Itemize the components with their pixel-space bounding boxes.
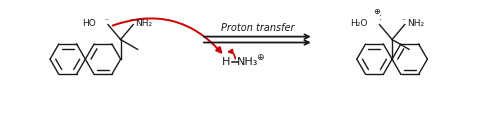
Text: Proton transfer: Proton transfer <box>221 23 294 33</box>
Text: ..: .. <box>105 13 110 22</box>
FancyArrowPatch shape <box>229 49 235 59</box>
Text: NH₂: NH₂ <box>135 19 152 28</box>
Text: ⊕: ⊕ <box>256 53 263 62</box>
Text: H: H <box>222 57 231 67</box>
Text: NH₃: NH₃ <box>238 57 258 67</box>
Text: NH₂: NH₂ <box>407 19 424 28</box>
Text: HO: HO <box>83 19 96 28</box>
Text: ..: .. <box>129 13 135 22</box>
Text: H₂O: H₂O <box>351 19 368 28</box>
Text: ⊕: ⊕ <box>373 7 380 16</box>
Text: :: : <box>379 12 382 22</box>
FancyArrowPatch shape <box>113 18 221 53</box>
Text: ..: .. <box>401 13 406 22</box>
